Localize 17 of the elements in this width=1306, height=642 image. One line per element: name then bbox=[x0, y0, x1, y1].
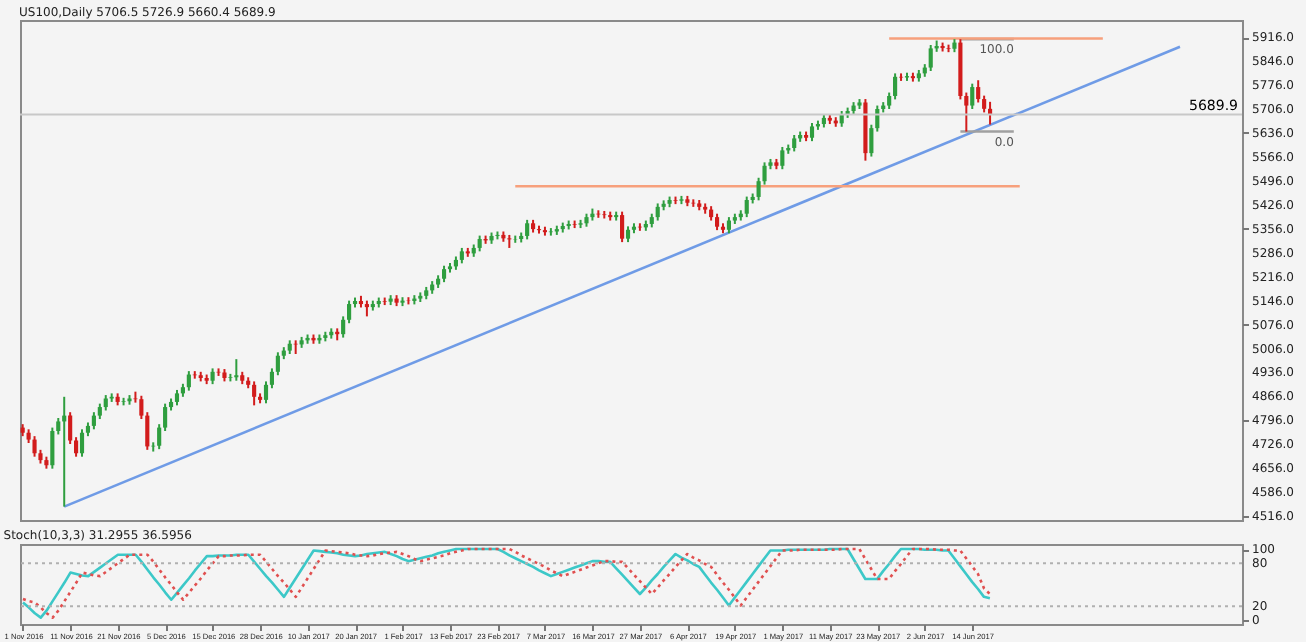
candlestick bbox=[186, 370, 191, 392]
candlestick bbox=[976, 79, 981, 104]
candlestick bbox=[525, 218, 530, 241]
candlestick bbox=[744, 195, 749, 219]
candlestick bbox=[780, 145, 785, 171]
candlestick bbox=[928, 43, 933, 72]
line-series bbox=[21, 547, 992, 619]
candlestick bbox=[809, 122, 815, 143]
candlestick bbox=[79, 428, 85, 458]
candlestick bbox=[50, 426, 55, 470]
candlestick bbox=[893, 72, 898, 101]
candlestick bbox=[32, 435, 37, 458]
candlestick bbox=[620, 210, 625, 244]
candlestick bbox=[970, 82, 975, 110]
candlestick bbox=[252, 380, 257, 407]
candlestick bbox=[507, 233, 512, 249]
candlestick bbox=[548, 227, 553, 237]
